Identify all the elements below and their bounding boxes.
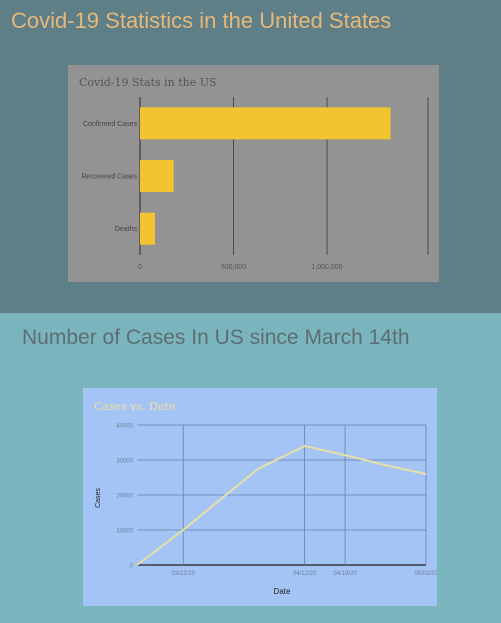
line-y-tick-label: 10000 (116, 529, 133, 535)
bar (140, 160, 174, 192)
line-x-tick-label: 04/19/20 (333, 571, 357, 577)
line-x-tick-label: 03/22/20 (172, 571, 196, 577)
line-chart-background (83, 388, 437, 606)
bar (140, 212, 155, 245)
line-x-axis-label: Date (274, 587, 291, 596)
bar-chart: Covid-19 Stats in the US Confirmed Cases… (68, 65, 439, 282)
bar-x-tick-label: 1,000,000 (311, 264, 342, 271)
line-x-tick-label: 05/03/20 (414, 571, 437, 577)
line-y-tick-label: 0 (130, 564, 134, 570)
bar-x-tick-label: 0 (138, 264, 142, 271)
bar-chart-title: Covid-19 Stats in the US (79, 76, 217, 89)
bar-chart-background (68, 65, 439, 282)
bar-category-label: Deaths (115, 226, 138, 233)
timeline-heading: Number of Cases In US since March 14th (22, 326, 410, 349)
cases-line (136, 444, 427, 566)
bar-category-label: Recovered Cases (81, 174, 137, 181)
line-chart-title: Cases vs. Date (94, 400, 175, 413)
bar-x-tick-label: 500,000 (221, 264, 246, 271)
bar-category-label: Confirmed Cases (83, 121, 138, 128)
line-y-tick-label: 20000 (116, 494, 133, 500)
line-y-tick-label: 30000 (116, 459, 133, 465)
line-y-tick-label: 40000 (116, 424, 133, 430)
line-y-axis-label: Cases (95, 488, 102, 508)
line-x-tick-label: 04/12/20 (293, 571, 317, 577)
bar (140, 107, 391, 140)
page-heading: Covid-19 Statistics in the United States (11, 8, 392, 33)
line-chart: Cases vs. Date 0 10000 20000 30000 40000 03/… (83, 388, 437, 606)
